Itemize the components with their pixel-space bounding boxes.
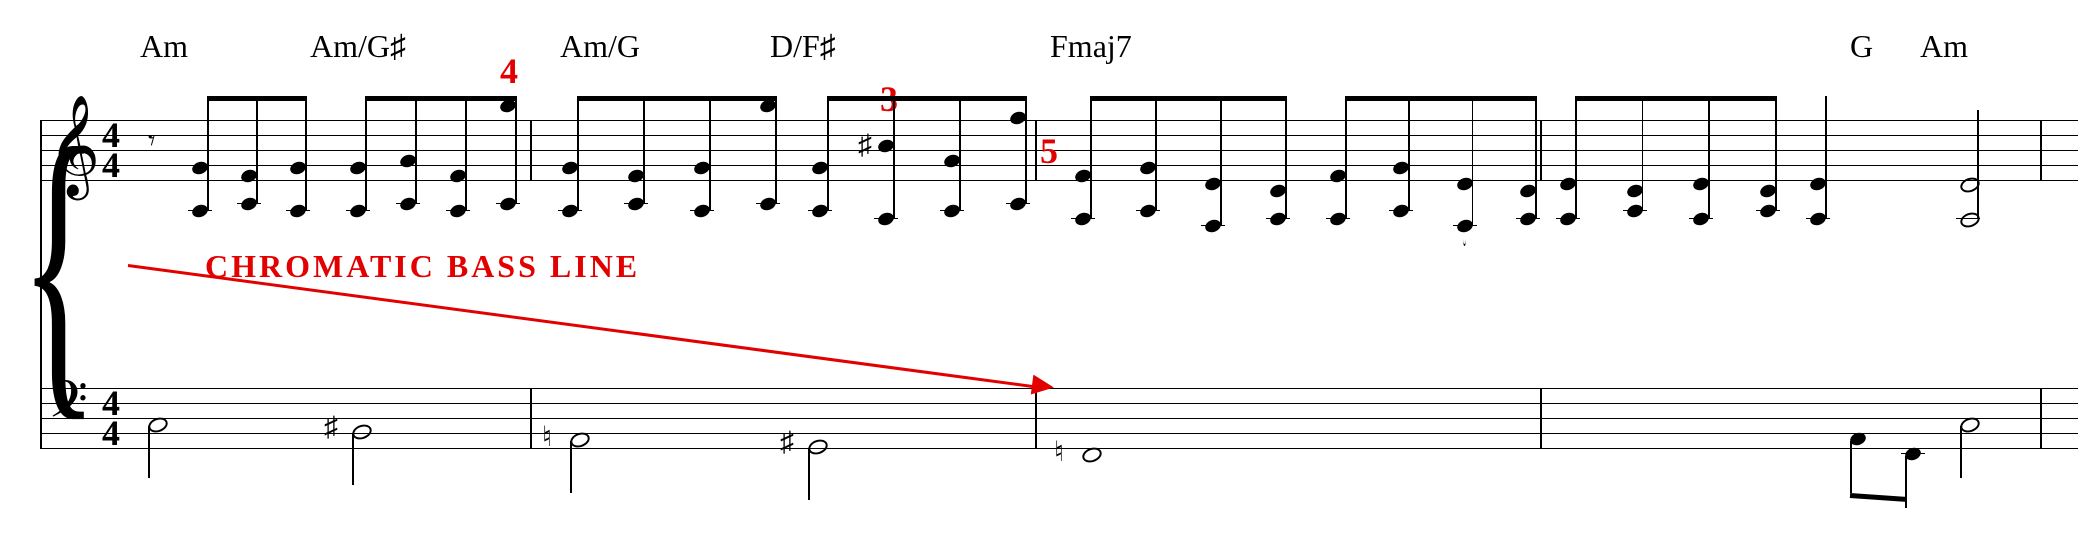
stem	[305, 96, 307, 211]
stem	[577, 96, 579, 211]
accidental: ♯	[858, 130, 872, 162]
stem	[1220, 96, 1222, 226]
treble-staff-line	[40, 165, 2078, 166]
stem	[1535, 96, 1537, 219]
chromatic-bass-annotation: CHROMATIC BASS LINE	[205, 248, 640, 285]
bass-clef: 𝄢	[48, 372, 88, 443]
barline	[1035, 120, 1037, 180]
barline	[1540, 388, 1542, 448]
stem	[775, 96, 777, 204]
treble-staff-line	[40, 120, 2078, 121]
annotation-arrow-head	[1031, 375, 1055, 398]
stem	[893, 96, 895, 219]
fingering-annotation: 5	[1040, 130, 1058, 172]
tie	[1463, 230, 1466, 246]
stem	[643, 96, 645, 204]
ledger-line	[1901, 453, 1925, 454]
stem	[352, 433, 354, 485]
eighth-rest: 𝄾	[148, 126, 155, 158]
stem	[1960, 426, 1962, 478]
stem	[1472, 96, 1474, 226]
stem	[1642, 96, 1644, 211]
chord-symbol: Fmaj7	[1050, 28, 1132, 65]
stem	[1977, 110, 1979, 219]
stem	[207, 96, 209, 211]
barline	[1540, 120, 1542, 180]
stem	[709, 96, 711, 211]
beam	[827, 96, 1025, 101]
chord-symbol: Am	[140, 28, 188, 65]
accidental: ♮	[542, 420, 552, 454]
stem	[959, 96, 961, 211]
stem	[1850, 441, 1852, 493]
stem	[570, 441, 572, 493]
stem	[1575, 96, 1577, 219]
treble-staff-line	[40, 180, 2078, 181]
stem	[1285, 96, 1287, 219]
stem	[1345, 96, 1347, 219]
bass-staff-line	[40, 418, 2078, 419]
system-barline	[40, 120, 42, 448]
beam	[365, 96, 515, 101]
chord-symbol: Am/G	[560, 28, 640, 65]
stem	[1708, 96, 1710, 219]
beam	[577, 96, 775, 101]
beam	[1850, 493, 1907, 502]
barline	[530, 120, 532, 180]
treble-clef: 𝄞	[48, 96, 100, 198]
stem	[1825, 96, 1827, 219]
bass-timesig-den: 4	[102, 412, 120, 454]
barline	[2040, 388, 2042, 448]
stem	[827, 96, 829, 211]
bass-note	[806, 437, 830, 457]
barline	[2040, 120, 2042, 180]
accidental: ♯	[780, 427, 794, 459]
stem	[515, 96, 517, 204]
stem	[1090, 96, 1092, 219]
chord-symbol: Am/G♯	[310, 28, 406, 65]
accidental: ♯	[324, 412, 338, 444]
stem	[1775, 96, 1777, 211]
chord-symbol: Am	[1920, 28, 1968, 65]
beam	[1575, 96, 1775, 101]
stem	[415, 96, 417, 204]
stem	[1155, 96, 1157, 211]
barline	[530, 388, 532, 448]
chord-symbol: D/F♯	[770, 28, 836, 65]
chord-symbol: G	[1850, 28, 1873, 65]
fingering-annotation: 4	[500, 50, 518, 92]
bass-staff-line	[40, 433, 2078, 434]
stem	[465, 96, 467, 211]
barline	[1035, 388, 1037, 448]
treble-staff-line	[40, 135, 2078, 136]
beam	[1345, 96, 1535, 101]
beam	[1090, 96, 1285, 101]
bass-staff-line	[40, 388, 2078, 389]
stem	[148, 426, 150, 478]
stem	[1025, 96, 1027, 204]
stem	[808, 448, 810, 500]
bass-note	[350, 422, 374, 442]
accidental: ♮	[1054, 435, 1064, 469]
stem	[365, 96, 367, 211]
stem	[1905, 456, 1907, 504]
stem	[1408, 96, 1410, 211]
treble-staff-line	[40, 150, 2078, 151]
beam	[207, 96, 305, 101]
bass-staff-line	[40, 403, 2078, 404]
treble-timesig-den: 4	[102, 144, 120, 186]
stem	[256, 96, 258, 204]
